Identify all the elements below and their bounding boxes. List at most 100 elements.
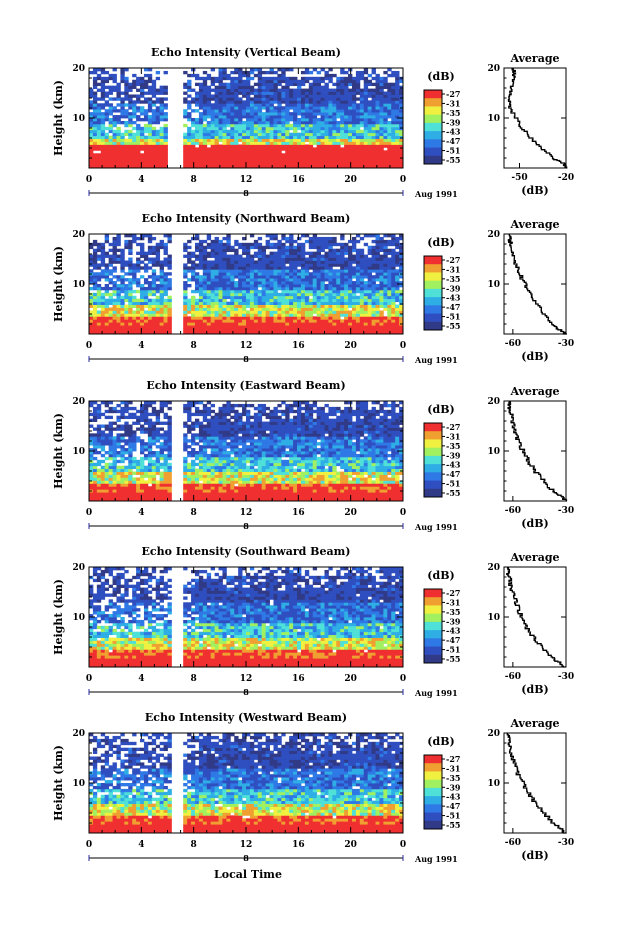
heatmap-cell (147, 257, 153, 261)
heatmap-cell (293, 132, 298, 137)
heatmap-cell (391, 150, 396, 154)
heatmap-cell (116, 418, 121, 422)
heatmap-cell (202, 272, 208, 276)
heatmap-cell (128, 106, 133, 110)
heatmap-cell (226, 85, 231, 89)
heatmap-cell (320, 307, 325, 311)
heatmap-cell (395, 135, 400, 139)
heatmap-cell (116, 442, 121, 446)
heatmap-cell (316, 82, 321, 87)
heatmap-cell (371, 162, 376, 166)
heatmap-cell (387, 73, 392, 78)
heatmap-cell (300, 328, 306, 332)
heatmap-cell (269, 286, 274, 291)
heatmap-cell (355, 82, 361, 87)
heatmap-cell (308, 123, 314, 128)
heatmap-cell (269, 325, 274, 329)
heatmap-cell (395, 286, 400, 291)
heatmap-cell (202, 147, 208, 151)
heatmap-cell (375, 132, 380, 137)
heatmap-cell (265, 94, 270, 98)
heatmap-cell (234, 144, 239, 148)
heatmap-cell (249, 153, 255, 157)
heatmap-cell (96, 88, 102, 92)
heatmap-cell (194, 316, 200, 320)
heatmap-cell (351, 162, 357, 166)
heatmap-cell (265, 162, 270, 166)
heatmap-cell (159, 298, 164, 303)
heatmap-cell (355, 150, 361, 154)
heatmap-cell (332, 97, 337, 101)
heatmap-cell (108, 103, 113, 107)
heatmap-cell (348, 284, 353, 288)
heatmap-cell (261, 328, 267, 332)
heatmap-cell (363, 85, 369, 89)
heatmap-cell (300, 298, 306, 303)
heatmap-cell (379, 153, 384, 157)
heatmap-cell (265, 316, 270, 320)
heatmap-cell (151, 132, 157, 137)
heatmap-cell (112, 459, 117, 464)
heatmap-cell (104, 278, 110, 282)
heatmap-cell (383, 138, 388, 142)
heatmap-cell (100, 430, 106, 434)
heatmap-cell (210, 313, 216, 317)
heatmap-cell (100, 257, 106, 261)
heatmap-cell (124, 82, 129, 87)
heatmap-cell (191, 263, 196, 267)
heatmap-cell (222, 106, 227, 110)
heatmap-cell (246, 150, 251, 154)
heatmap-cell (359, 147, 365, 151)
heatmap-cell (387, 248, 392, 253)
heatmap-cell (218, 245, 223, 250)
heatmap-cell (328, 295, 333, 300)
heatmap-cell (159, 242, 164, 247)
heatmap-cell (249, 126, 255, 131)
heatmap-cell (289, 123, 294, 128)
heatmap-cell (218, 138, 223, 142)
heatmap-cell (246, 301, 251, 305)
heatmap-cell (249, 295, 255, 300)
heatmap-cell (324, 76, 329, 81)
heatmap-cell (249, 68, 255, 72)
heatmap-cell (348, 120, 353, 125)
heatmap-cell (312, 322, 318, 326)
heatmap-cell (336, 165, 341, 169)
heatmap-cell (391, 138, 396, 142)
heatmap-cell (246, 331, 251, 335)
heatmap-cell (324, 245, 329, 250)
heatmap-cell (340, 292, 345, 297)
heatmap-cell (371, 260, 376, 264)
heatmap-cell (367, 295, 373, 300)
heatmap-cell (265, 91, 270, 95)
heatmap-cell (324, 236, 329, 241)
heatmap-cell (336, 263, 341, 267)
heatmap-cell (140, 304, 145, 308)
heatmap-cell (104, 132, 110, 137)
heatmap-cell (89, 448, 94, 452)
heatmap-cell (297, 100, 302, 104)
heatmap-cell (265, 295, 270, 300)
heatmap-cell (265, 79, 270, 84)
heatmap-cell (238, 159, 243, 163)
heatmap-cell (151, 159, 157, 163)
day-marker-label: 8 (243, 354, 249, 364)
heatmap-cell (234, 100, 239, 104)
heatmap-cell (359, 331, 365, 335)
heatmap-cell (96, 289, 102, 294)
heatmap-cell (379, 103, 384, 107)
heatmap-cell (92, 492, 98, 496)
heatmap-cell (300, 316, 306, 320)
heatmap-cell (297, 82, 302, 87)
heatmap-cell (336, 260, 341, 264)
heatmap-cell (198, 239, 204, 244)
heatmap-cell (300, 103, 306, 107)
heatmap-cell (316, 257, 321, 261)
heatmap-cell (132, 85, 137, 89)
heatmap-cell (387, 304, 392, 308)
heatmap-cell (336, 88, 341, 92)
heatmap-cell (297, 298, 302, 303)
heatmap-cell (100, 433, 106, 437)
heatmap-cell (375, 129, 380, 134)
heatmap-cell (332, 260, 337, 264)
